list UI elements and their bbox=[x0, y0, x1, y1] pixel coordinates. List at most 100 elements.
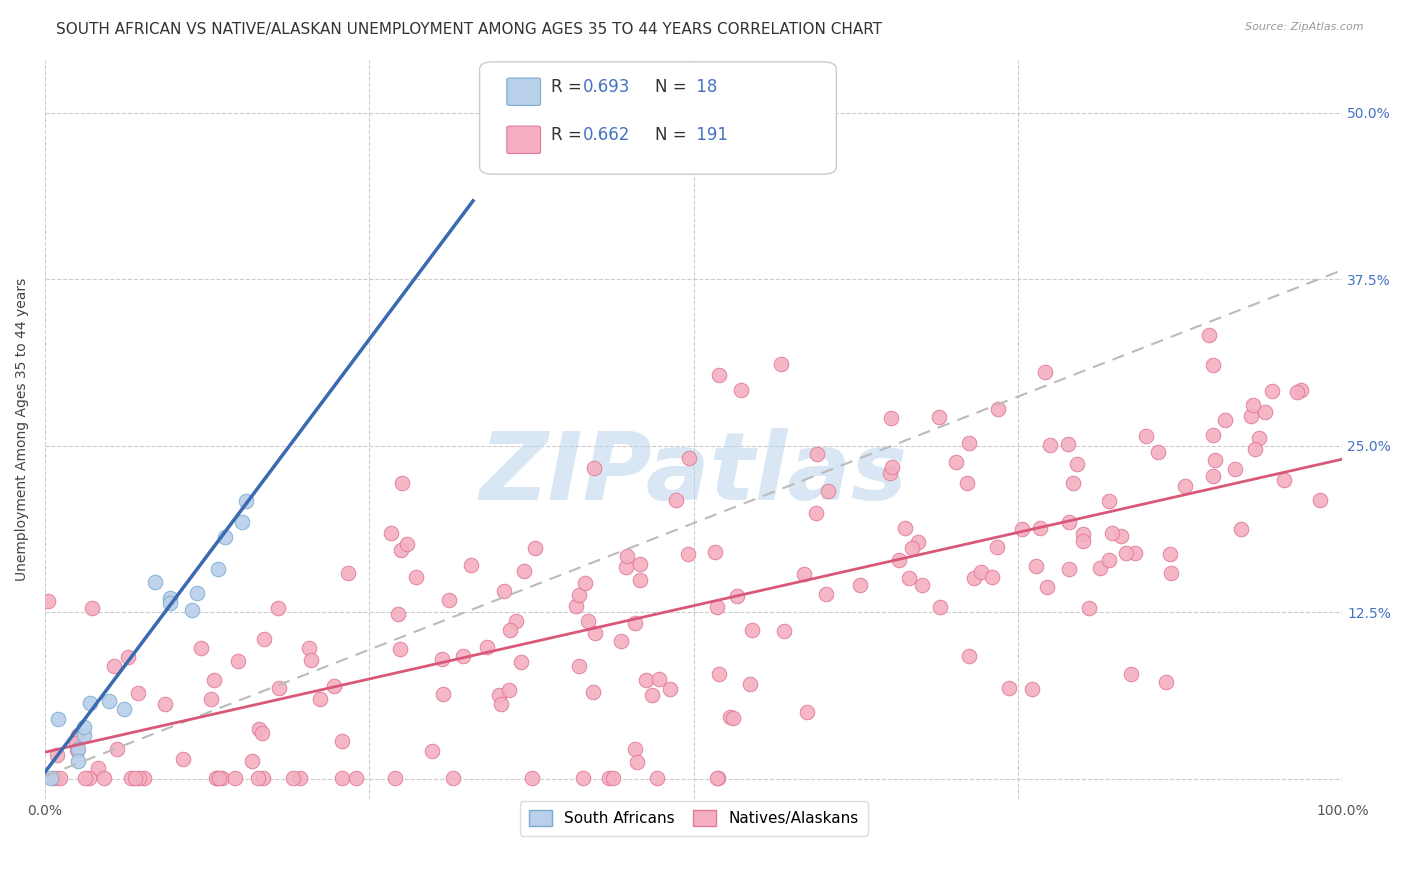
Point bbox=[1057, 562, 1080, 576]
Point bbox=[1066, 457, 1088, 471]
Point bbox=[901, 541, 924, 556]
Point bbox=[1135, 429, 1157, 443]
Point bbox=[224, 771, 246, 785]
Point bbox=[879, 466, 901, 480]
Point bbox=[200, 692, 222, 706]
Point bbox=[796, 705, 818, 719]
Point bbox=[80, 601, 103, 615]
Point bbox=[288, 771, 311, 785]
Point bbox=[626, 755, 648, 769]
Point bbox=[299, 653, 322, 667]
Point bbox=[143, 574, 166, 589]
Text: 0.693: 0.693 bbox=[583, 78, 631, 96]
Point bbox=[648, 673, 671, 687]
Point bbox=[513, 564, 536, 578]
Text: Source: ZipAtlas.com: Source: ZipAtlas.com bbox=[1246, 22, 1364, 32]
Point bbox=[1160, 566, 1182, 580]
Point bbox=[598, 771, 620, 785]
Point bbox=[298, 640, 321, 655]
Point bbox=[624, 742, 647, 756]
Point bbox=[451, 649, 474, 664]
Point bbox=[928, 409, 950, 424]
Point bbox=[1286, 384, 1309, 399]
Point bbox=[898, 571, 921, 585]
Point bbox=[432, 687, 454, 701]
Point bbox=[583, 461, 606, 475]
Point bbox=[849, 578, 872, 592]
Point bbox=[880, 411, 903, 425]
Text: R =: R = bbox=[551, 78, 586, 96]
Point bbox=[706, 771, 728, 785]
Point bbox=[204, 673, 226, 687]
Point bbox=[380, 526, 402, 541]
Point bbox=[665, 493, 688, 508]
Point bbox=[389, 543, 412, 558]
Point bbox=[623, 615, 645, 630]
Point bbox=[79, 771, 101, 785]
Point bbox=[582, 685, 605, 699]
Point bbox=[981, 570, 1004, 584]
Point bbox=[565, 599, 588, 614]
Point bbox=[658, 682, 681, 697]
Point bbox=[460, 558, 482, 572]
FancyBboxPatch shape bbox=[506, 78, 540, 105]
Point bbox=[235, 493, 257, 508]
Point bbox=[309, 692, 332, 706]
Point bbox=[252, 771, 274, 785]
Point bbox=[1154, 674, 1177, 689]
Point bbox=[1204, 452, 1226, 467]
Point bbox=[1309, 493, 1331, 508]
Point bbox=[987, 402, 1010, 417]
Point bbox=[963, 572, 986, 586]
Point bbox=[576, 614, 599, 628]
Point bbox=[214, 530, 236, 544]
Point bbox=[1261, 384, 1284, 398]
Point bbox=[616, 549, 638, 563]
Point bbox=[207, 562, 229, 576]
Point bbox=[893, 521, 915, 535]
Point bbox=[205, 771, 228, 785]
Point bbox=[969, 565, 991, 579]
Point bbox=[793, 566, 815, 581]
Point bbox=[1202, 469, 1225, 483]
Point bbox=[240, 754, 263, 768]
Point bbox=[1240, 409, 1263, 423]
Point bbox=[772, 624, 794, 639]
Point bbox=[46, 712, 69, 726]
Point bbox=[725, 589, 748, 603]
Point bbox=[128, 771, 150, 785]
Point bbox=[396, 536, 419, 550]
Point bbox=[614, 560, 637, 574]
Point bbox=[1011, 522, 1033, 536]
Point bbox=[955, 475, 977, 490]
Point bbox=[986, 540, 1008, 554]
Point bbox=[804, 506, 827, 520]
Point bbox=[645, 771, 668, 785]
FancyBboxPatch shape bbox=[479, 62, 837, 174]
Point bbox=[510, 656, 533, 670]
Point bbox=[107, 741, 129, 756]
Point bbox=[806, 447, 828, 461]
Point bbox=[208, 771, 231, 785]
Text: N =: N = bbox=[655, 78, 692, 96]
FancyBboxPatch shape bbox=[506, 126, 540, 153]
Y-axis label: Unemployment Among Ages 35 to 44 years: Unemployment Among Ages 35 to 44 years bbox=[15, 277, 30, 581]
Point bbox=[211, 771, 233, 785]
Point bbox=[79, 696, 101, 710]
Point bbox=[1071, 526, 1094, 541]
Point bbox=[707, 666, 730, 681]
Point bbox=[420, 744, 443, 758]
Point bbox=[87, 761, 110, 775]
Point bbox=[1036, 580, 1059, 594]
Point bbox=[344, 771, 367, 785]
Point bbox=[489, 697, 512, 711]
Point bbox=[330, 771, 353, 785]
Point bbox=[706, 599, 728, 614]
Point bbox=[1071, 533, 1094, 548]
Text: N =: N = bbox=[655, 126, 692, 145]
Point bbox=[718, 710, 741, 724]
Point bbox=[815, 587, 838, 601]
Point bbox=[45, 748, 67, 763]
Point bbox=[330, 734, 353, 748]
Point bbox=[73, 720, 96, 734]
